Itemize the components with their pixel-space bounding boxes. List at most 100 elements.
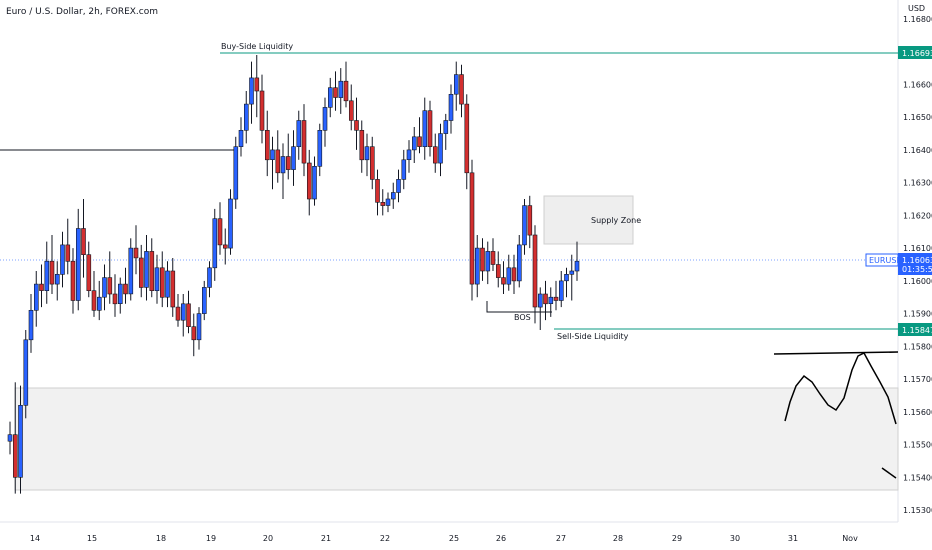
candle-down xyxy=(417,136,422,147)
candle-up xyxy=(144,251,149,288)
candle-up xyxy=(44,260,50,292)
candle-up xyxy=(23,339,29,406)
candle-down xyxy=(359,130,365,161)
sell-side-liquidity-label: Sell-Side Liquidity xyxy=(557,332,629,341)
projection-resistance-line[interactable] xyxy=(773,351,899,355)
candle-down xyxy=(285,156,291,170)
candle-up xyxy=(28,309,34,341)
candle-up xyxy=(181,303,186,321)
candle-up xyxy=(574,260,580,272)
price-tick-label: 1.16100 xyxy=(903,244,932,253)
time-tick-label: 26 xyxy=(496,534,506,543)
projection-tail[interactable] xyxy=(881,467,897,479)
time-tick-label: 20 xyxy=(263,534,273,543)
candle-down xyxy=(264,130,270,161)
candle-up xyxy=(385,198,391,206)
svg-text:1.16693: 1.16693 xyxy=(902,49,932,58)
time-tick-label: 21 xyxy=(321,534,331,543)
price-tick-label: 1.15400 xyxy=(903,473,932,482)
candle-down xyxy=(160,267,165,298)
candle-up xyxy=(411,136,417,151)
candle-up xyxy=(327,87,333,108)
candle-down xyxy=(275,149,281,174)
candle-up xyxy=(154,267,160,291)
price-tick-label: 1.15800 xyxy=(903,342,932,351)
candle-up xyxy=(558,280,564,301)
price-tick-label: 1.16200 xyxy=(903,211,932,220)
candle-up xyxy=(60,244,65,275)
price-tick-label: 1.15900 xyxy=(903,310,932,319)
candle-down xyxy=(259,90,265,131)
candle-up xyxy=(569,270,575,275)
candle-up xyxy=(548,296,554,305)
price-tick-label: 1.15600 xyxy=(903,408,932,417)
time-tick-label: 30 xyxy=(730,534,740,543)
candle-down xyxy=(333,87,338,98)
candle-down xyxy=(86,254,92,291)
candle-up xyxy=(238,130,244,148)
candle-down xyxy=(112,293,118,305)
candle-down xyxy=(459,74,464,105)
candle-down xyxy=(306,162,312,200)
candle-up xyxy=(448,94,454,121)
candle-up xyxy=(537,293,543,308)
price-tick-label: 1.16000 xyxy=(903,277,932,286)
candle-down xyxy=(13,434,18,478)
candle-down xyxy=(369,146,375,180)
candle-up xyxy=(485,251,491,272)
candle-down xyxy=(501,277,506,285)
candle-up xyxy=(443,120,449,134)
candle-down xyxy=(107,277,113,295)
candle-down xyxy=(217,218,223,246)
candle-down xyxy=(139,257,144,288)
candle-up xyxy=(118,283,123,305)
time-tick-label: 18 xyxy=(156,534,166,543)
time-tick-label: 28 xyxy=(613,534,623,543)
candle-down xyxy=(380,202,386,206)
candle-up xyxy=(317,130,323,167)
candle-down xyxy=(81,228,86,256)
candle-up xyxy=(128,247,134,295)
candle-up xyxy=(54,273,60,285)
svg-text:EURUSD: EURUSD xyxy=(869,256,903,265)
candle-down xyxy=(348,100,354,121)
time-tick-label: 27 xyxy=(556,534,566,543)
svg-text:1.15847: 1.15847 xyxy=(902,326,932,335)
price-tick-label: 1.16400 xyxy=(903,146,932,155)
candle-up xyxy=(212,218,218,269)
sell-side-price-badge: 1.15847 xyxy=(898,323,932,336)
candle-up xyxy=(291,146,296,170)
candle-down xyxy=(469,172,475,285)
buy-side-liquidity-label: Buy-Side Liquidity xyxy=(221,42,293,51)
candle-up xyxy=(228,198,233,249)
demand-zone[interactable] xyxy=(14,387,899,491)
candle-down xyxy=(191,326,197,341)
candle-down xyxy=(427,110,433,147)
candle-down xyxy=(186,303,191,327)
candle-down xyxy=(527,205,533,236)
current-price-badge: 1.16063 01:35:56 xyxy=(898,253,932,275)
candle-up xyxy=(18,404,23,478)
candle-down xyxy=(223,244,228,249)
price-tick-label: 1.15300 xyxy=(903,506,932,515)
candle-up xyxy=(396,179,401,193)
projection-path[interactable] xyxy=(784,352,897,425)
candle-down xyxy=(543,293,548,305)
candle-down xyxy=(254,77,260,92)
candle-up xyxy=(233,146,239,200)
candle-up xyxy=(33,283,39,311)
candle-down xyxy=(354,120,359,131)
bos-line[interactable] xyxy=(486,301,552,313)
candle-up xyxy=(364,146,370,161)
candle-up xyxy=(322,107,328,131)
candle-up xyxy=(165,270,170,298)
bos-label: BOS xyxy=(514,313,531,322)
price-tick-label: 1.16300 xyxy=(903,179,932,188)
price-tick-label: 1.15500 xyxy=(903,441,932,450)
candle-down xyxy=(532,234,538,308)
supply-zone[interactable] xyxy=(543,195,634,245)
candle-up xyxy=(312,166,317,200)
candle-up xyxy=(97,296,102,311)
candle-down xyxy=(480,247,485,272)
